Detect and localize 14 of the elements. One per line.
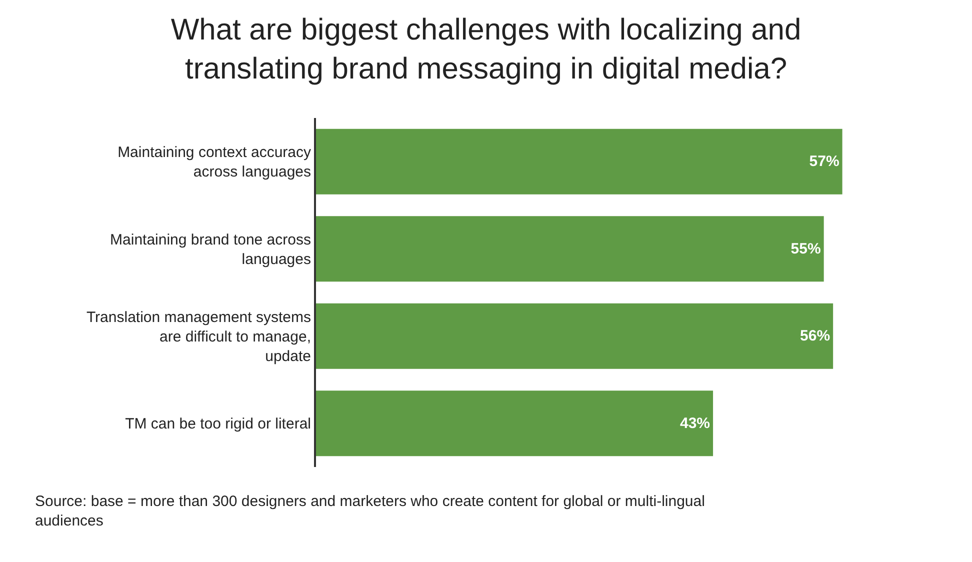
bar [316, 390, 714, 456]
bar [316, 128, 842, 194]
data-label: 43% [680, 414, 710, 432]
chart-title: What are biggest challenges with localizing and translating brand messaging in digital media? [170, 13, 802, 86]
y-tick-label: Translation management systems are difficult to manage, update [86, 308, 311, 365]
source-note: Source: base = more than 300 designers and marketers who create content for global or multi-lingual audiences [35, 493, 705, 530]
data-label: 57% [809, 153, 840, 170]
y-tick-label: Maintaining brand tone across languages [110, 231, 311, 268]
data-label: 56% [800, 328, 830, 345]
bar [316, 303, 834, 369]
data-label: 55% [790, 240, 821, 258]
bar [316, 216, 824, 282]
y-tick-label: Maintaining context accuracy across languages [118, 144, 312, 181]
y-tick-label: TM can be too rigid or literal [125, 416, 311, 433]
